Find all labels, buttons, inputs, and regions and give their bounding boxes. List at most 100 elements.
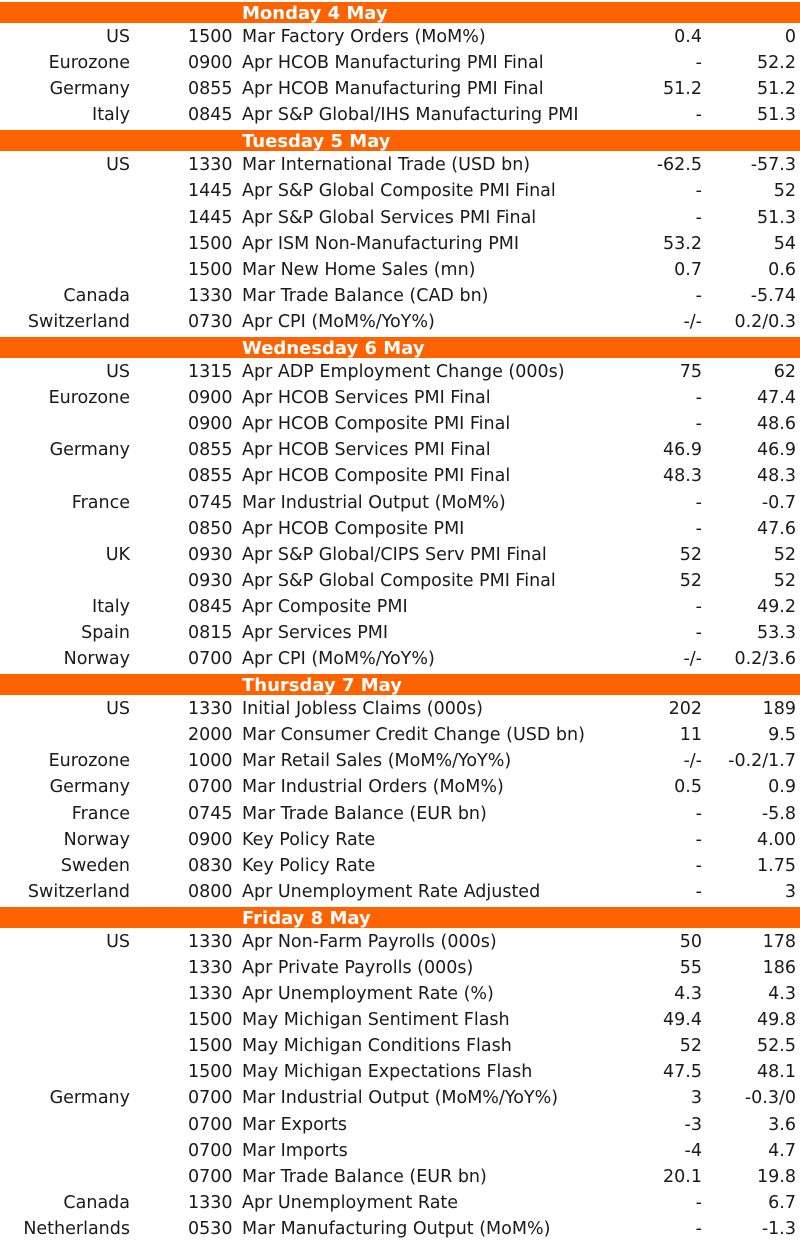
calendar-row: 0930 Apr S&P Global Composite PMI Final 52… [0, 568, 800, 594]
previous-cell: 0.6 [768, 259, 796, 280]
forecast-cell: - [695, 414, 702, 435]
previous-cell: 1.75 [757, 855, 796, 876]
forecast-cell: - [695, 855, 702, 876]
forecast-cell: 0.5 [674, 777, 702, 798]
calendar-row: UK 0930 Apr S&P Global/CIPS Serv PMI Final… [0, 542, 800, 568]
day-section: Thursday 7 May US 1330 Initial Jobless Clai… [0, 672, 800, 905]
previous-cell: 6.7 [768, 1192, 796, 1213]
forecast-cell: - [695, 492, 702, 513]
country-cell: Switzerland [27, 311, 130, 332]
country-cell: Germany [49, 79, 130, 100]
forecast-cell: -/- [683, 311, 702, 332]
country-cell: Germany [49, 777, 130, 798]
calendar-row: Germany 0700 Mar Industrial Orders (MoM%) 0… [0, 774, 800, 800]
country-cell: Canada [63, 1192, 130, 1213]
country-cell: UK [105, 544, 130, 565]
forecast-cell: - [695, 1218, 702, 1239]
time-cell: 0930 [188, 570, 233, 591]
time-cell: 0700 [188, 1114, 233, 1135]
event-cell: Apr Unemployment Rate Adjusted [242, 881, 541, 902]
previous-cell: 0.9 [768, 777, 796, 798]
previous-cell: 186 [762, 958, 796, 978]
event-cell: Mar Retail Sales (MoM%/YoY%) [242, 751, 512, 772]
time-cell: 0700 [188, 649, 233, 670]
calendar-row: Eurozone 0900 Apr HCOB Manufacturing PMI F… [0, 50, 800, 76]
calendar-row: Switzerland 0730 Apr CPI (MoM%/YoY%) -/- 0.2… [0, 309, 800, 335]
calendar-row: US 1500 Mar Factory Orders (MoM%) 0.4 0 [0, 24, 800, 50]
forecast-cell: - [695, 803, 702, 824]
event-cell: Mar Trade Balance (CAD bn) [242, 285, 489, 306]
previous-cell: 54 [773, 233, 796, 254]
time-cell: 1500 [188, 1062, 233, 1083]
event-cell: Mar Industrial Output (MoM%) [242, 492, 506, 513]
previous-cell: 48.6 [757, 414, 796, 435]
time-cell: 1315 [188, 362, 233, 383]
day-section: Tuesday 5 May US 1330 Mar International Tra… [0, 128, 800, 335]
previous-cell: 3.6 [768, 1114, 796, 1135]
event-cell: Mar Trade Balance (EUR bn) [242, 1166, 487, 1187]
event-cell: Apr Unemployment Rate [242, 1192, 459, 1213]
forecast-cell: 53.2 [663, 233, 702, 254]
country-cell: France [71, 492, 130, 513]
calendar-row: 1330 Apr Unemployment Rate (%) 4.3 4.3 [0, 981, 800, 1007]
country-cell: Norway [63, 829, 130, 850]
previous-cell: 3 [784, 881, 796, 902]
time-cell: 1500 [188, 259, 233, 280]
forecast-cell: 0.7 [674, 259, 702, 280]
calendar-row: 1330 Apr Private Payrolls (000s) 55 186 [0, 955, 800, 981]
forecast-cell: 46.9 [663, 440, 702, 461]
forecast-cell: 4.3 [674, 984, 702, 1005]
calendar-row: US 1330 Apr Non-Farm Payrolls (000s) 50 178 [0, 929, 800, 955]
previous-cell: 189 [762, 699, 796, 720]
forecast-cell: - [695, 388, 702, 409]
previous-cell: 51.3 [757, 207, 796, 228]
calendar-row: 1500 May Michigan Expectations Flash 47.5 4… [0, 1059, 800, 1085]
time-cell: 1330 [188, 1192, 233, 1213]
forecast-cell: - [695, 622, 702, 643]
day-header: Friday 8 May [0, 904, 800, 929]
country-cell: Norway [63, 649, 130, 670]
event-cell: Mar Imports [242, 1140, 348, 1161]
event-cell: Mar New Home Sales (mn) [242, 259, 476, 280]
event-cell: Apr Composite PMI [242, 596, 408, 617]
time-cell: 0530 [188, 1218, 233, 1239]
previous-cell: -0.2/1.7 [728, 751, 796, 772]
forecast-cell: -3 [684, 1114, 702, 1135]
forecast-cell: - [695, 207, 702, 228]
time-cell: 0700 [188, 777, 233, 798]
country-cell: Germany [49, 440, 130, 461]
previous-cell: -5.8 [761, 803, 796, 824]
time-cell: 1330 [188, 984, 233, 1005]
calendar-row: 0700 Mar Exports -3 3.6 [0, 1112, 800, 1138]
event-cell: May Michigan Expectations Flash [242, 1062, 533, 1083]
time-cell: 0855 [188, 466, 233, 487]
country-cell: Spain [81, 622, 130, 643]
time-cell: 0855 [188, 79, 233, 100]
previous-cell: 51.2 [757, 79, 796, 100]
country-cell: Italy [92, 596, 130, 617]
previous-cell: 62 [773, 362, 796, 383]
time-cell: 1445 [188, 181, 233, 202]
calendar-row: Norway 0700 Apr CPI (MoM%/YoY%) -/- 0.2/3.6 [0, 646, 800, 672]
calendar-row: US 1330 Initial Jobless Claims (000s) 202 18… [0, 696, 800, 722]
time-cell: 1330 [188, 285, 233, 306]
calendar-row: 1445 Apr S&P Global Services PMI Final - 51… [0, 205, 800, 231]
previous-cell: 178 [762, 931, 796, 952]
event-cell: Apr ISM Non-Manufacturing PMI [242, 233, 520, 254]
country-cell: Switzerland [27, 881, 130, 902]
previous-cell: -0.3/0 [744, 1088, 796, 1109]
calendar-row: Norway 0900 Key Policy Rate - 4.00 [0, 827, 800, 853]
time-cell: 0930 [188, 544, 233, 565]
forecast-cell: -4 [684, 1140, 702, 1161]
event-cell: Apr HCOB Services PMI Final [242, 440, 491, 461]
calendar-row: France 0745 Mar Trade Balance (EUR bn) - -5.… [0, 801, 800, 827]
time-cell: 0700 [188, 1140, 233, 1161]
calendar-row: France 0745 Mar Industrial Output (MoM%) - -… [0, 490, 800, 516]
day-section: Wednesday 6 May US 1315 Apr ADP Employment … [0, 335, 800, 672]
country-cell: US [106, 931, 130, 952]
time-cell: 0850 [188, 518, 233, 539]
forecast-cell: -62.5 [656, 155, 702, 176]
calendar-row: Germany 0855 Apr HCOB Services PMI Final 46… [0, 437, 800, 463]
event-cell: Mar International Trade (USD bn) [242, 155, 531, 176]
